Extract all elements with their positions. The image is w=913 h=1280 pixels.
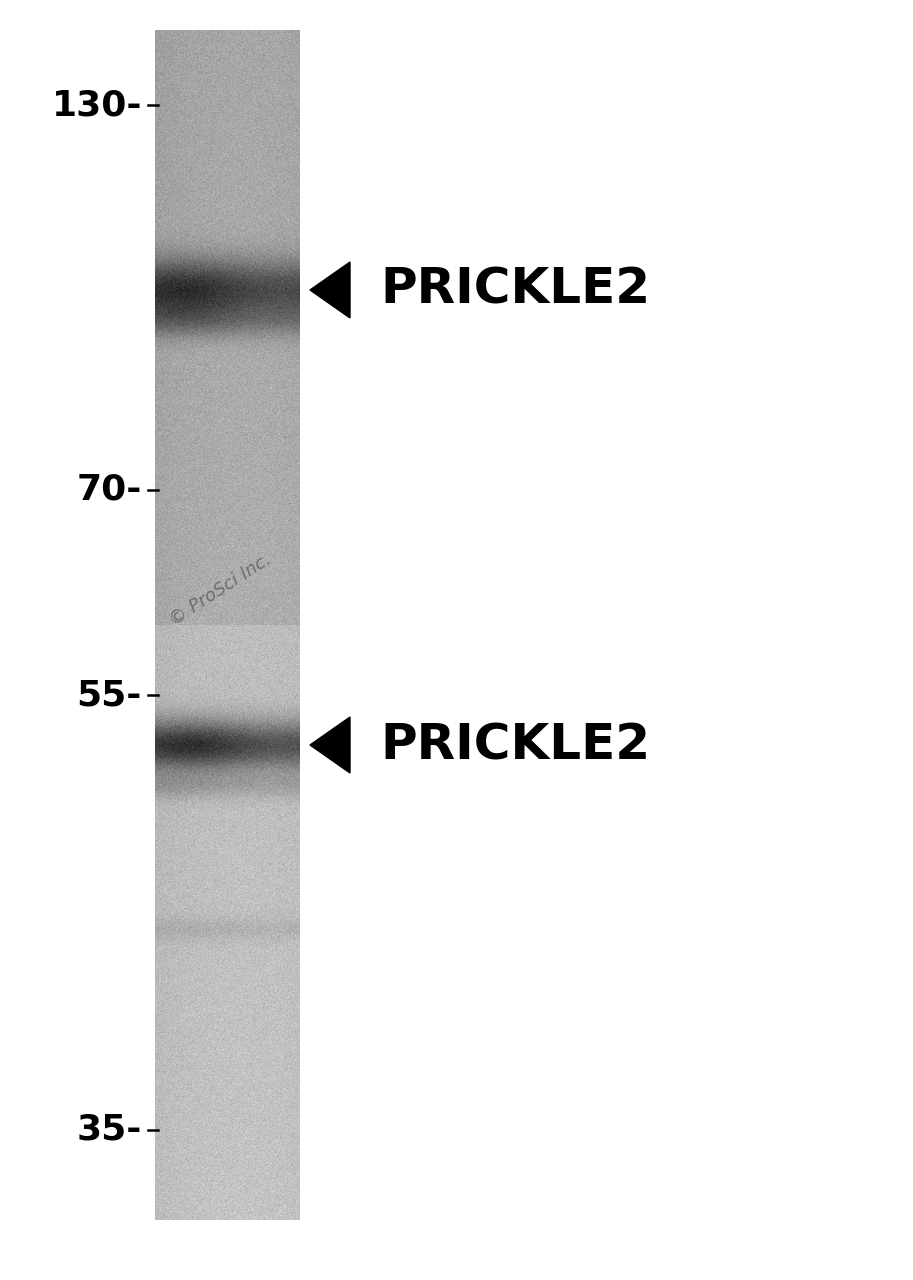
Text: PRICKLE2: PRICKLE2 bbox=[380, 721, 650, 769]
Text: 35-: 35- bbox=[77, 1114, 142, 1147]
Text: © ProSci Inc.: © ProSci Inc. bbox=[166, 550, 274, 630]
Text: 55-: 55- bbox=[77, 678, 142, 712]
Text: 70-: 70- bbox=[77, 474, 142, 507]
Polygon shape bbox=[310, 717, 350, 773]
Text: 130-: 130- bbox=[51, 88, 142, 122]
Text: PRICKLE2: PRICKLE2 bbox=[380, 266, 650, 314]
Polygon shape bbox=[310, 262, 350, 317]
